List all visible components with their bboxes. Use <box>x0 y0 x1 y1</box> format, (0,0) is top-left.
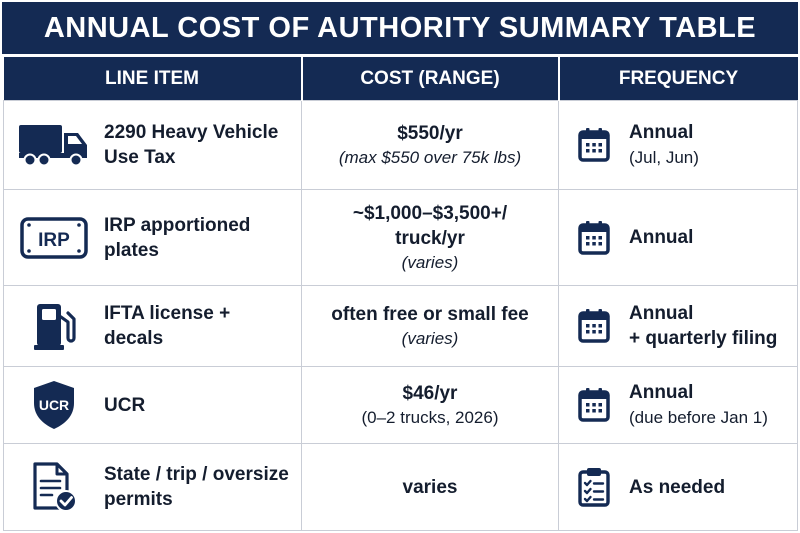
line-item-label: IFTA license + decals <box>104 303 231 349</box>
cost-table: LINE ITEM COST (RANGE) FREQUENCY <box>3 57 798 531</box>
line-item-cell: State / trip / oversize permits <box>3 443 302 531</box>
line-item-cell: IFTA license + decals <box>3 285 302 367</box>
frequency-cell: As needed <box>558 443 798 531</box>
table-row: IFTA license + decals often free or smal… <box>3 285 798 367</box>
frequency-note: (due before Jan 1) <box>629 408 768 427</box>
calendar-icon <box>559 387 629 423</box>
frequency-note: + quarterly filing <box>629 328 778 349</box>
ucr-shield-text: UCR <box>39 397 69 413</box>
header-line-item: LINE ITEM <box>3 57 303 101</box>
header-frequency: FREQUENCY <box>558 57 798 101</box>
cost-cell: $46/yr (0–2 trucks, 2026) <box>301 366 559 444</box>
header-cost: COST (RANGE) <box>301 57 560 101</box>
document-check-icon <box>4 461 104 513</box>
frequency-value: Annual <box>629 122 694 143</box>
calendar-icon <box>559 308 629 344</box>
frequency-note: (Jul, Jun) <box>629 148 699 167</box>
frequency-value: Annual <box>629 303 694 324</box>
cost-note: (varies) <box>401 252 459 272</box>
cost-value: ~$1,000–$3,500+/ truck/yr <box>352 202 508 249</box>
line-item-cell: IRP IRP apportioned plates <box>3 189 302 286</box>
page-title: ANNUAL COST OF AUTHORITY SUMMARY TABLE <box>43 11 757 44</box>
checklist-icon <box>559 467 629 507</box>
frequency-value: Annual <box>629 382 694 403</box>
line-item-label: IRP apportioned plates <box>104 214 251 261</box>
line-item-label: 2290 Heavy Vehicle Use Tax <box>104 122 279 168</box>
cost-cell: $550/yr (max $550 over 75k lbs) <box>301 100 559 190</box>
table-row: 2290 Heavy Vehicle Use Tax $550/yr (max … <box>3 100 798 190</box>
table-row: IRP IRP apportioned plates ~$1,000–$3,50… <box>3 189 798 286</box>
ucr-shield-icon: UCR <box>4 379 104 431</box>
line-item-cell: 2290 Heavy Vehicle Use Tax <box>3 100 302 190</box>
fuel-pump-icon <box>4 301 104 351</box>
table-row: UCR UCR $46/yr (0–2 trucks, 2026) <box>3 366 798 444</box>
cost-note: (varies) <box>401 328 459 348</box>
frequency-cell: Annual <box>558 189 798 286</box>
cost-cell: often free or small fee (varies) <box>301 285 559 367</box>
header-row: LINE ITEM COST (RANGE) FREQUENCY <box>3 57 798 101</box>
frequency-cell: Annual (due before Jan 1) <box>558 366 798 444</box>
cost-value: $46/yr <box>402 382 458 404</box>
cost-cell: varies <box>301 443 559 531</box>
title-bar: ANNUAL COST OF AUTHORITY SUMMARY TABLE <box>2 2 798 54</box>
frequency-cell: Annual + quarterly filing <box>558 285 798 367</box>
irp-plate-icon: IRP <box>4 216 104 259</box>
frequency-cell: Annual (Jul, Jun) <box>558 100 798 190</box>
line-item-label: State / trip / oversize permits <box>104 464 289 510</box>
frequency-value: As needed <box>629 476 726 498</box>
cost-value: varies <box>402 476 458 498</box>
line-item-cell: UCR UCR <box>3 366 302 444</box>
truck-icon <box>4 123 104 167</box>
frequency-value: Annual <box>629 227 694 248</box>
calendar-icon <box>559 127 629 163</box>
calendar-icon <box>559 220 629 256</box>
line-item-label: UCR <box>104 394 146 416</box>
cost-cell: ~$1,000–$3,500+/ truck/yr (varies) <box>301 189 559 286</box>
table-row: State / trip / oversize permits varies <box>3 443 798 531</box>
cost-note: (0–2 trucks, 2026) <box>361 407 499 427</box>
cost-value: $550/yr <box>397 122 463 144</box>
cost-value: often free or small fee <box>331 303 529 325</box>
irp-plate-text: IRP <box>38 230 70 251</box>
cost-note: (max $550 over 75k lbs) <box>338 147 522 167</box>
